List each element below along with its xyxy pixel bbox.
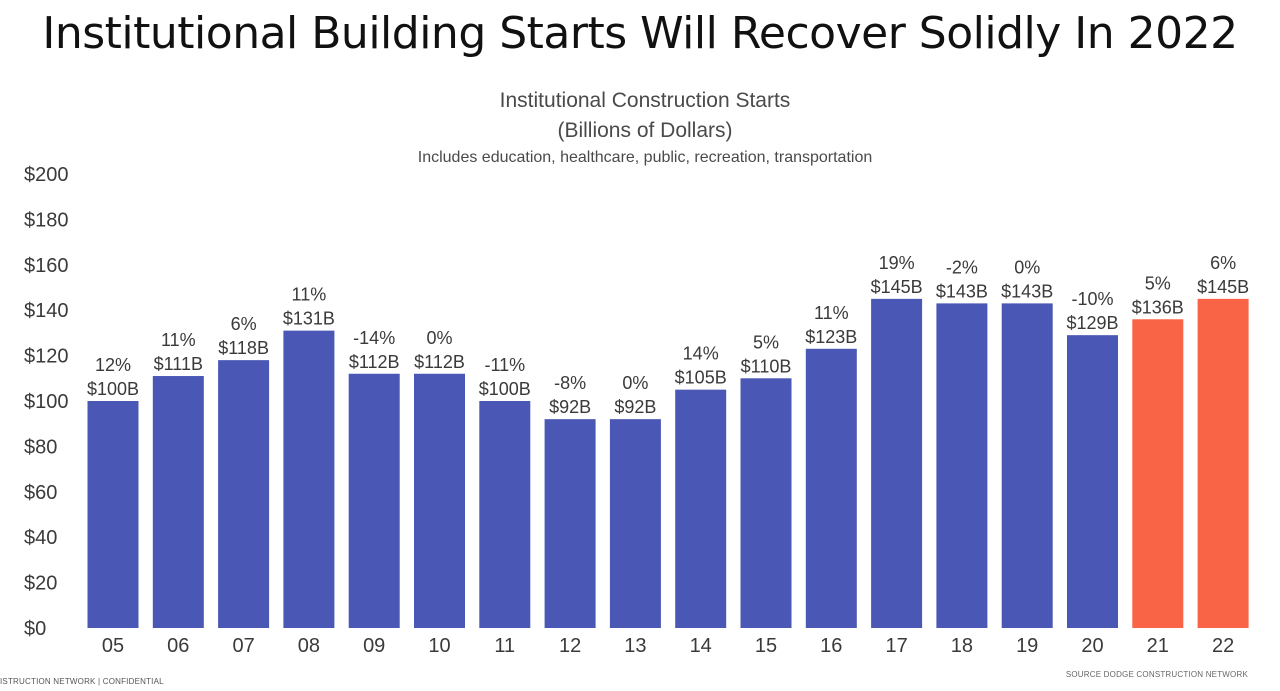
bar-22 [1197, 298, 1249, 628]
change-label: 11% [292, 285, 327, 305]
change-label: -11% [484, 355, 525, 375]
bar-11 [479, 401, 531, 628]
y-tick-label: $100 [24, 391, 69, 413]
value-label: $145B [871, 277, 923, 297]
value-label: $123B [805, 327, 857, 347]
value-label: $111B [154, 354, 203, 374]
x-tick-label: 13 [624, 635, 646, 657]
change-label: 19% [879, 253, 915, 273]
x-tick-label: 05 [102, 635, 124, 657]
x-tick-label: 18 [951, 635, 973, 657]
value-label: $136B [1132, 297, 1184, 317]
bar-19 [1001, 303, 1053, 628]
bar-10 [414, 373, 465, 628]
change-label: 5% [1145, 273, 1171, 293]
x-tick-label: 22 [1212, 635, 1234, 657]
footer-confidential: ISTRUCTION NETWORK | CONFIDENTIAL [0, 677, 164, 686]
y-tick-label: $160 [24, 255, 69, 277]
bar-20 [1067, 335, 1118, 628]
change-label: 6% [231, 314, 257, 334]
x-tick-label: 14 [690, 635, 712, 657]
y-axis: $0 $20 $40 $60 $80 $100 $120 $140 $160 $180 $200 [24, 164, 69, 640]
footer-source: SOURCE DODGE CONSTRUCTION NETWORK [1065, 670, 1248, 679]
x-tick-label: 19 [1016, 635, 1038, 657]
value-label: $105B [675, 368, 727, 388]
chart-title: Institutional Construction Starts [499, 89, 791, 112]
change-label: 5% [753, 332, 779, 352]
bar-06 [152, 376, 204, 628]
chart-unit-label: (Billions of Dollars) [557, 119, 733, 142]
y-tick-label: $80 [24, 436, 57, 458]
x-tick-label: 06 [167, 635, 189, 657]
y-tick-label: $40 [24, 527, 57, 549]
change-label: -14% [353, 328, 395, 348]
value-label: $100B [87, 379, 139, 399]
value-label: $92B [614, 397, 656, 417]
x-tick-label: 21 [1147, 635, 1169, 657]
change-label: 11% [161, 330, 196, 350]
y-tick-label: $140 [24, 300, 69, 322]
x-tick-label: 15 [755, 635, 777, 657]
value-label: $143B [936, 281, 988, 301]
x-tick-label: 07 [232, 635, 254, 657]
change-label: 12% [95, 355, 131, 375]
change-label: 11% [814, 303, 849, 323]
x-tick-label: 17 [885, 635, 907, 657]
y-tick-label: $0 [24, 618, 46, 640]
bars-group: $100B 12% $111B 11% $118B 6% $131B 11% $112B -14%… [87, 253, 1249, 628]
value-label: $143B [1001, 281, 1053, 301]
value-label: $131B [283, 309, 335, 329]
y-tick-label: $120 [24, 346, 69, 368]
bar-15 [740, 378, 792, 628]
value-label: $100B [479, 379, 531, 399]
change-label: 14% [683, 344, 719, 364]
change-label: 0% [622, 373, 648, 393]
value-label: $145B [1197, 277, 1249, 297]
value-label: $110B [741, 356, 792, 376]
y-tick-label: $180 [24, 209, 69, 231]
chart-subtitle: Includes education, healthcare, public, … [417, 149, 873, 166]
bar-16 [805, 348, 857, 628]
x-tick-label: 09 [363, 635, 385, 657]
value-label: $112B [414, 352, 465, 372]
bar-05 [87, 401, 139, 628]
bar-08 [283, 330, 335, 628]
bar-17 [871, 298, 923, 628]
y-tick-label: $200 [24, 164, 69, 186]
page-headline: Institutional Building Starts Will Recov… [42, 8, 1238, 59]
change-label: -8% [554, 373, 586, 393]
bar-14 [675, 389, 727, 628]
x-tick-label: 16 [820, 635, 842, 657]
change-label: 6% [1210, 253, 1236, 273]
y-tick-label: $60 [24, 482, 57, 504]
change-label: 0% [426, 328, 452, 348]
value-label: $92B [549, 397, 591, 417]
value-label: $129B [1066, 313, 1118, 333]
value-label: $118B [218, 338, 269, 358]
bar-09 [348, 373, 400, 628]
change-label: -10% [1071, 289, 1113, 309]
change-label: -2% [946, 257, 978, 277]
bar-13 [609, 419, 661, 628]
x-axis: 05 06 07 08 09 10 11 12 13 14 15 16 17 18 19 20 21 22 [102, 635, 1234, 657]
x-tick-label: 12 [559, 635, 581, 657]
bar-12 [544, 419, 596, 628]
bar-07 [218, 360, 270, 628]
change-label: 0% [1014, 257, 1040, 277]
x-tick-label: 20 [1081, 635, 1103, 657]
y-tick-label: $20 [24, 573, 57, 595]
bar-18 [936, 303, 988, 628]
value-label: $112B [349, 352, 400, 372]
bar-21 [1132, 319, 1184, 628]
x-tick-label: 11 [494, 635, 515, 657]
x-tick-label: 08 [298, 635, 320, 657]
x-tick-label: 10 [428, 635, 450, 657]
